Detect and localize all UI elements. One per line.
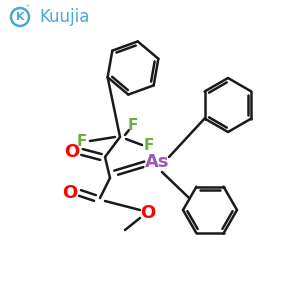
Text: F: F bbox=[144, 137, 154, 152]
Text: O: O bbox=[62, 184, 78, 202]
Text: As: As bbox=[145, 153, 169, 171]
Text: O: O bbox=[64, 143, 80, 161]
Text: °: ° bbox=[25, 5, 29, 11]
Text: F: F bbox=[77, 134, 87, 148]
Text: F: F bbox=[128, 118, 138, 133]
Text: O: O bbox=[140, 204, 156, 222]
Text: Kuujia: Kuujia bbox=[39, 8, 89, 26]
Text: K: K bbox=[16, 12, 24, 22]
